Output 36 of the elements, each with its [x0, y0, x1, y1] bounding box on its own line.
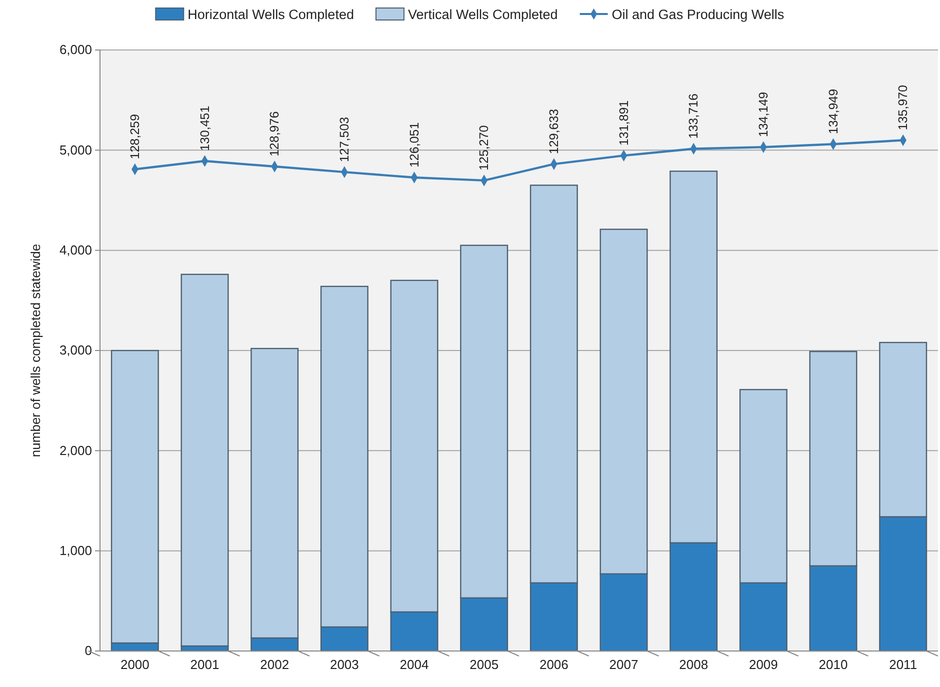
data-label: 125,270	[477, 125, 492, 170]
data-label: 135,970	[896, 85, 910, 130]
x-tick-label: 2011	[889, 657, 918, 672]
data-label: 126,051	[407, 122, 422, 168]
data-label: 127,503	[337, 116, 352, 162]
y-tick-label: 2,000	[59, 442, 92, 458]
x-tick-label: 2003	[330, 657, 359, 672]
data-label: 128,259	[128, 114, 142, 160]
x-tick-label: 2010	[818, 657, 848, 672]
data-label: 128,976	[268, 111, 282, 157]
data-label: 134,149	[756, 92, 770, 138]
data-label: 130,451	[198, 106, 212, 151]
x-tick-label: 2001	[190, 657, 220, 672]
x-tick-label: 2006	[539, 657, 568, 672]
y-tick-label: 0	[84, 643, 92, 658]
x-tick-label: 2002	[260, 657, 290, 672]
legend-label: Oil and Gas Producing Wells	[612, 7, 784, 22]
y-axis-title: number of wells completed statewide	[28, 244, 43, 458]
legend-label: Horizontal Wells Completed	[188, 7, 354, 22]
legend-label: Vertical Wells Completed	[408, 7, 558, 22]
data-label: 134,949	[826, 88, 840, 134]
y-tick-label: 5,000	[59, 142, 92, 158]
data-label: 129,633	[546, 108, 561, 154]
data-label: 131,891	[616, 100, 631, 146]
y-tick-label: 6,000	[59, 42, 92, 58]
data-label: 133,716	[686, 93, 701, 139]
y-tick-label: 4,000	[59, 242, 92, 258]
x-tick-label: 2004	[400, 657, 429, 672]
y-tick-label: 1,000	[59, 542, 92, 558]
x-tick-label: 2009	[748, 657, 778, 672]
y-tick-label: 3,000	[59, 342, 92, 358]
x-tick-label: 2000	[120, 657, 150, 672]
bar	[180, 274, 229, 647]
x-tick-label: 2007	[609, 657, 638, 672]
x-tick-label: 2008	[679, 657, 708, 672]
x-tick-label: 2005	[470, 657, 499, 672]
